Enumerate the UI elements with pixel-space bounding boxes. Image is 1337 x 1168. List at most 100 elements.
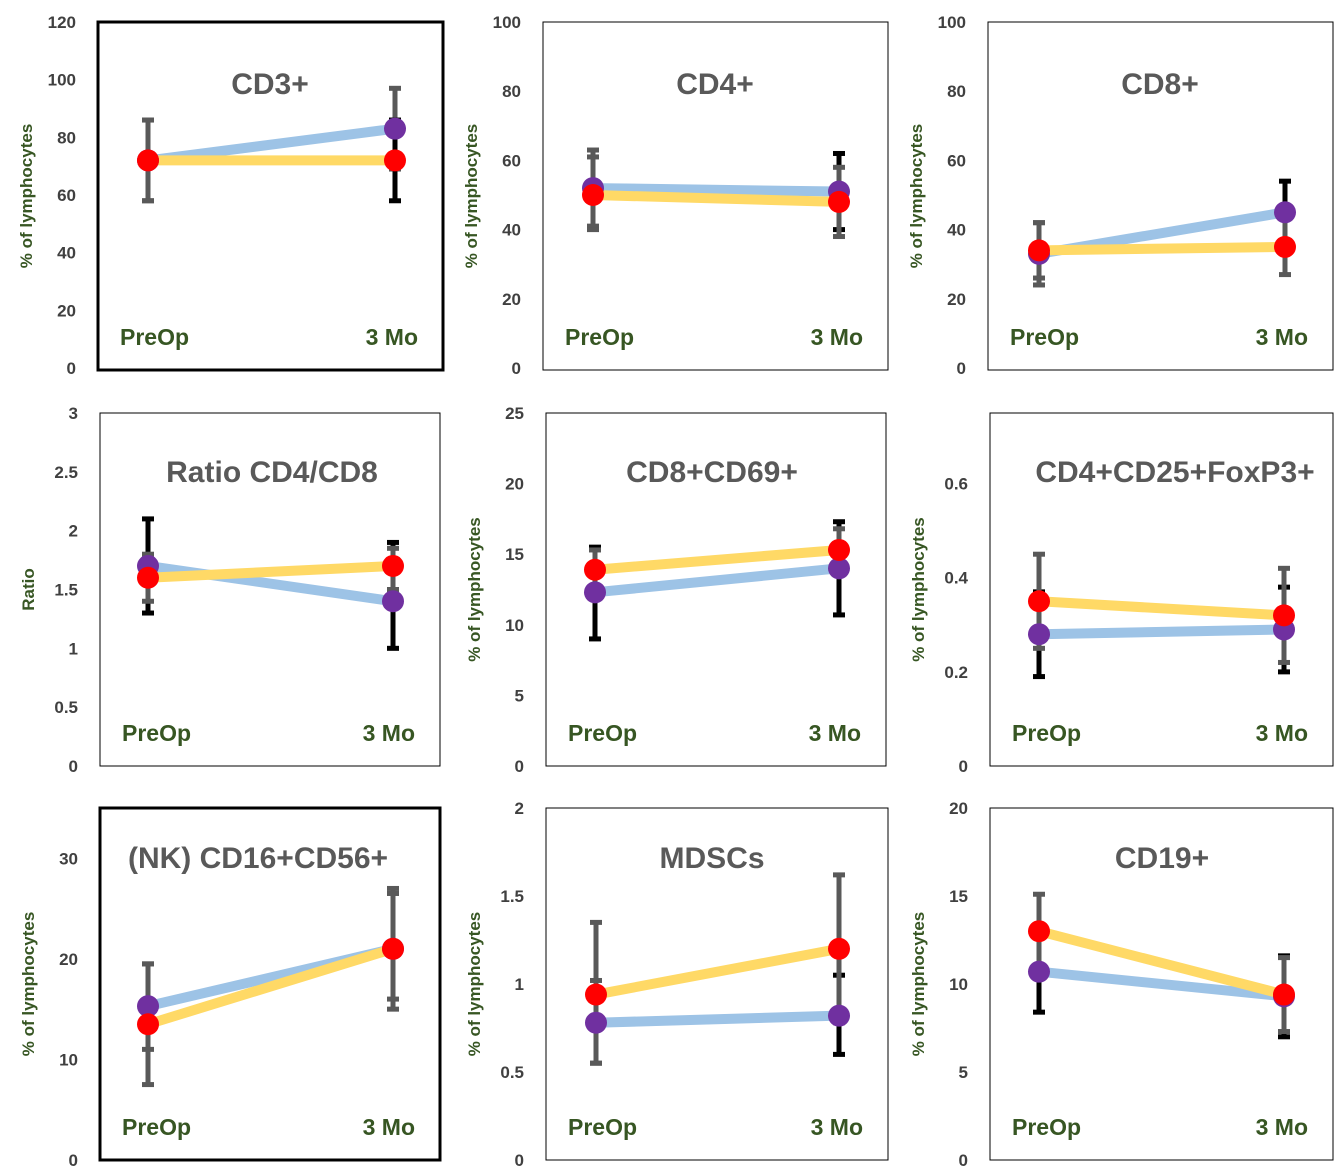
y-tick-label: 20 [59,950,78,969]
data-point-series-1 [1274,201,1296,224]
y-tick-label: 20 [505,475,524,494]
y-tick-label: 10 [59,1050,78,1069]
y-tick-label: 100 [493,13,521,32]
category-label: PreOp [1010,324,1079,350]
series-line-2 [1034,926,1289,1000]
y-tick-label: 0 [959,1151,968,1168]
data-point-series-1 [382,590,404,613]
y-tick-label: 10 [505,616,524,635]
series-line-1 [591,1010,844,1028]
y-tick-label: 2 [69,522,78,541]
y-tick-label: 80 [57,128,76,147]
y-tick-label: 0 [67,359,76,378]
y-axis-label: % of lymphocytes [907,124,926,269]
chart-title: CD3+ [231,68,309,101]
data-point-series-1 [1028,960,1050,983]
y-tick-label: 40 [502,221,521,240]
data-point-series-1 [1028,623,1050,646]
data-point-series-2 [1028,239,1050,262]
y-tick-label: 2 [515,799,524,818]
panel-3: 0 20 40 60 80 100 % of lymphocytes CD8+ PreOp 3 M… [907,13,1334,378]
data-point-series-1 [384,117,406,140]
category-label: 3 Mo [366,324,418,350]
y-tick-label: 60 [947,151,966,170]
y-axis-label: % of lymphocytes [462,124,481,269]
panel-7: 0 10 20 30 % of lymphocytes (NK) CD16+CD56+ Pr… [19,806,442,1168]
y-tick-label: 5 [959,1063,968,1082]
y-tick-label: 30 [59,849,78,868]
y-tick-label: 20 [949,799,968,818]
y-tick-label: 0 [512,359,521,378]
series-line-1 [590,563,844,598]
data-point-series-1 [828,557,850,580]
plot-frame [96,20,445,372]
series-line-2 [143,560,398,583]
y-tick-label: 0 [515,757,524,776]
category-label: 3 Mo [811,1114,863,1140]
y-tick-label: 1 [515,975,524,994]
data-point-series-2 [1028,590,1050,613]
plot-frame [99,412,441,767]
series-line-2 [1034,596,1289,621]
chart-title: Ratio CD4/CD8 [166,456,378,489]
data-point-series-2 [137,149,159,172]
y-tick-label: 15 [505,545,524,564]
chart-title: CD8+ [1121,68,1199,101]
data-point-series-2 [585,983,607,1006]
data-point-series-2 [382,937,404,960]
y-tick-label: 120 [48,13,76,32]
category-label: 3 Mo [1256,324,1308,350]
y-tick-label: 0.4 [944,569,968,588]
y-tick-label: 0.2 [944,663,968,682]
y-tick-label: 1.5 [500,887,524,906]
data-point-series-2 [1274,235,1296,258]
y-axis-label: % of lymphocytes [17,124,36,269]
y-axis-label: % of lymphocytes [19,912,38,1057]
y-tick-label: 1.5 [54,581,78,600]
series-line-1 [1034,624,1289,640]
y-tick-label: 20 [57,301,76,320]
y-tick-label: 1 [69,639,78,658]
category-label: PreOp [565,324,634,350]
y-tick-label: 60 [57,186,76,205]
data-point-series-2 [828,538,850,561]
y-axis-label: % of lymphocytes [909,912,928,1057]
y-tick-label: 0 [959,757,968,776]
panel-6: 0 0.2 0.4 0.6 % of lymphocytes CD4+CD25+FoxP3… [909,412,1334,776]
y-tick-label: 0 [957,359,966,378]
y-axis-label: % of lymphocytes [909,517,928,662]
y-tick-label: 80 [502,82,521,101]
series-line-1 [1034,966,1289,1002]
series-line-2 [1034,241,1290,256]
category-label: 3 Mo [1256,720,1308,746]
data-point-series-1 [585,1011,607,1034]
panel-2: 0 20 40 60 80 100 % of lymphocytes CD4+ PreOp 3 M… [462,13,889,378]
y-tick-label: 5 [515,686,524,705]
panel-5: 0 5 10 15 20 25 % of lymphocytes CD8+CD69+ PreOp… [465,404,887,776]
y-tick-label: 100 [48,71,76,90]
category-label: 3 Mo [811,324,863,350]
data-point-series-2 [584,558,606,581]
panel-8: 0 0.5 1 1.5 2 % of lymphocytes MDSCs PreOp 3 Mo [465,799,889,1168]
y-tick-label: 40 [947,221,966,240]
y-tick-label: 80 [947,82,966,101]
y-tick-label: 60 [502,151,521,170]
series-line-2 [143,943,398,1030]
plot-frame [987,21,1334,371]
y-tick-label: 25 [505,404,524,423]
y-tick-label: 0.6 [944,475,968,494]
y-axis-label: Ratio [19,568,38,611]
category-label: PreOp [568,1114,637,1140]
data-point-series-2 [137,1013,159,1036]
data-point-series-1 [584,581,606,604]
series-line-1 [143,123,400,166]
series-line-2 [590,544,844,575]
panel-4: 0 0.5 1 1.5 2 2.5 3 Ratio Ratio CD4/CD8 PreOp 3 Mo [19,404,441,776]
y-tick-label: 40 [57,244,76,263]
series-line-1 [588,183,844,197]
data-point-series-2 [582,184,604,206]
y-tick-label: 0 [69,757,78,776]
y-tick-label: 100 [938,13,966,32]
category-label: PreOp [1012,720,1081,746]
